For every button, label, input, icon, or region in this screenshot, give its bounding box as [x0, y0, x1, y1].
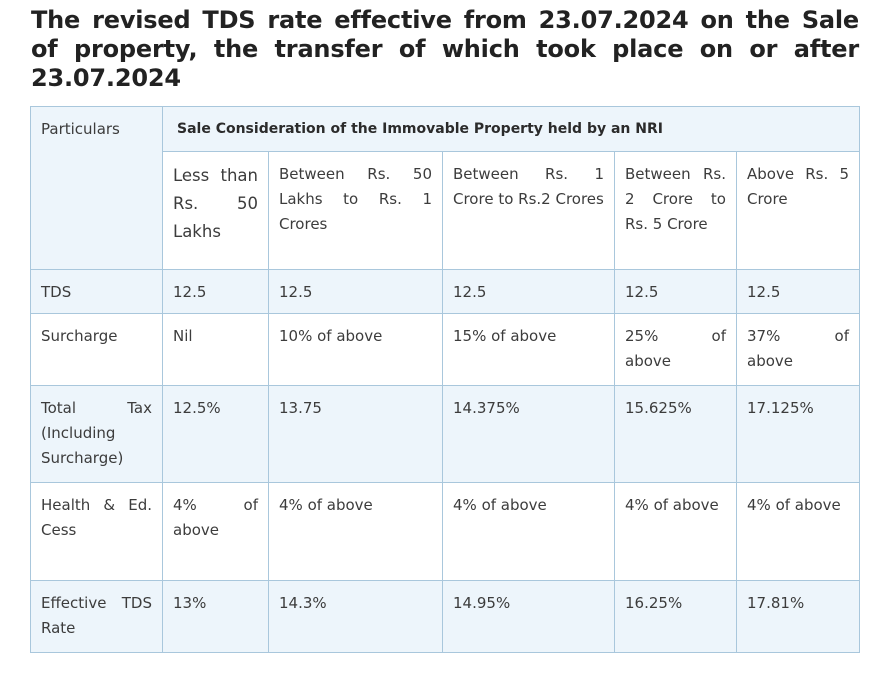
row-label: Effective TDS Rate	[30, 580, 163, 653]
table-cell: 14.375%	[442, 385, 615, 483]
table-row-total-tax: Total Tax (Including Surcharge) 12.5% 13…	[30, 385, 861, 483]
table-cell: Nil	[162, 313, 269, 386]
column-header: Above Rs. 5 Crore	[735, 151, 861, 270]
table-cell: 12.5	[442, 269, 615, 314]
table-cell: 4% of above	[268, 482, 443, 581]
row-label: Total Tax (Including Surcharge)	[30, 385, 163, 483]
table-cell: 12.5	[162, 269, 269, 314]
column-header: Between Rs. 50 Lakhs to Rs. 1 Crores	[268, 151, 443, 270]
particulars-header: Particulars	[30, 106, 163, 270]
table-cell: 25% of above	[614, 313, 737, 386]
page-heading: The revised TDS rate effective from 23.0…	[31, 6, 859, 92]
tds-rate-table: Particulars Sale Consideration of the Im…	[30, 106, 861, 653]
table-cell: 4% of above	[614, 482, 737, 581]
table-cell: 17.125%	[735, 385, 861, 483]
table-cell: 4% of above	[162, 482, 269, 581]
row-label: TDS	[30, 269, 163, 314]
table-cell: 14.95%	[442, 580, 615, 653]
table-cell: 4% of above	[442, 482, 615, 581]
table-row-cess: Health & Ed. Cess 4% of above 4% of abov…	[30, 482, 861, 581]
row-label: Surcharge	[30, 313, 163, 386]
table-cell: 14.3%	[268, 580, 443, 653]
table-cell: 12.5	[268, 269, 443, 314]
table-cell: 12.5	[614, 269, 737, 314]
table-cell: 12.5%	[162, 385, 269, 483]
table-cell: 13.75	[268, 385, 443, 483]
table-cell: 37% of above	[735, 313, 861, 386]
table-cell: 17.81%	[735, 580, 861, 653]
table-row-surcharge: Surcharge Nil 10% of above 15% of above …	[30, 313, 861, 386]
table-cell: 16.25%	[614, 580, 737, 653]
table-cell: 12.5	[735, 269, 861, 314]
table-header-row: Particulars Sale Consideration of the Im…	[30, 106, 861, 270]
table-cell: 10% of above	[268, 313, 443, 386]
table-subheader-row: Less than Rs. 50 Lakhs Between Rs. 50 La…	[31, 151, 861, 270]
table-cell: 15% of above	[442, 313, 615, 386]
table-cell: 4% of above	[735, 482, 861, 581]
table-cell: 15.625%	[614, 385, 737, 483]
column-header: Between Rs. 1 Crore to Rs.2 Crores	[442, 151, 615, 270]
column-header: Less than Rs. 50 Lakhs	[162, 151, 269, 270]
sale-consideration-header: Sale Consideration of the Immovable Prop…	[161, 106, 861, 152]
row-label: Health & Ed. Cess	[30, 482, 163, 581]
table-row-effective-rate: Effective TDS Rate 13% 14.3% 14.95% 16.2…	[30, 580, 861, 653]
table-cell: 13%	[162, 580, 269, 653]
table-row-tds: TDS 12.5 12.5 12.5 12.5 12.5	[30, 269, 861, 314]
column-header: Between Rs. 2 Crore to Rs. 5 Crore	[614, 151, 737, 270]
